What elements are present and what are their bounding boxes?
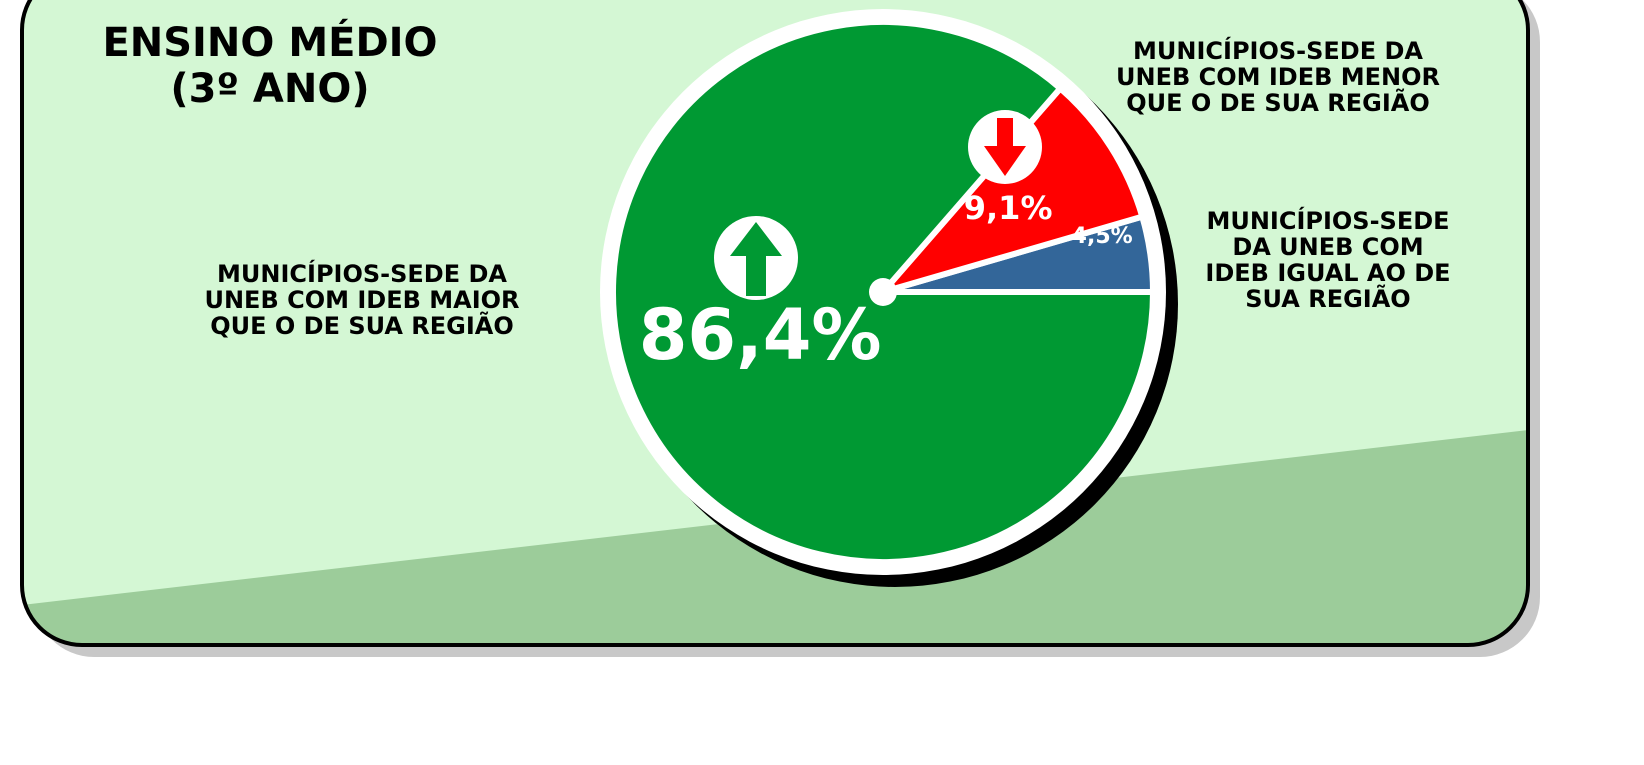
category-label: MUNICÍPIOS-SEDE DA UNEB COM IDEB IGUAL A… <box>1205 207 1451 313</box>
icon-arrow <box>984 118 1026 176</box>
slices <box>610 19 1156 565</box>
pie-slice <box>610 19 1156 565</box>
value-label: 4,5% <box>1072 224 1133 249</box>
value-label: 86,4% <box>639 294 882 376</box>
up-icon <box>714 216 798 300</box>
card-border <box>20 0 1530 647</box>
value-label: 9,1% <box>964 189 1053 227</box>
chart-title: ENSINO MÉDIO (3º ANO) <box>102 20 438 112</box>
category-label: MUNICÍPIOS-SEDE DA UNEB COM IDEB MENOR Q… <box>1115 37 1441 117</box>
icon-arrow <box>730 222 782 296</box>
category-label: MUNICÍPIOS-SEDE DA UNEB COM IDEB MAIOR Q… <box>204 260 520 340</box>
down-icon <box>968 110 1042 184</box>
pie-slice <box>880 85 1146 295</box>
pie-center <box>869 278 897 306</box>
